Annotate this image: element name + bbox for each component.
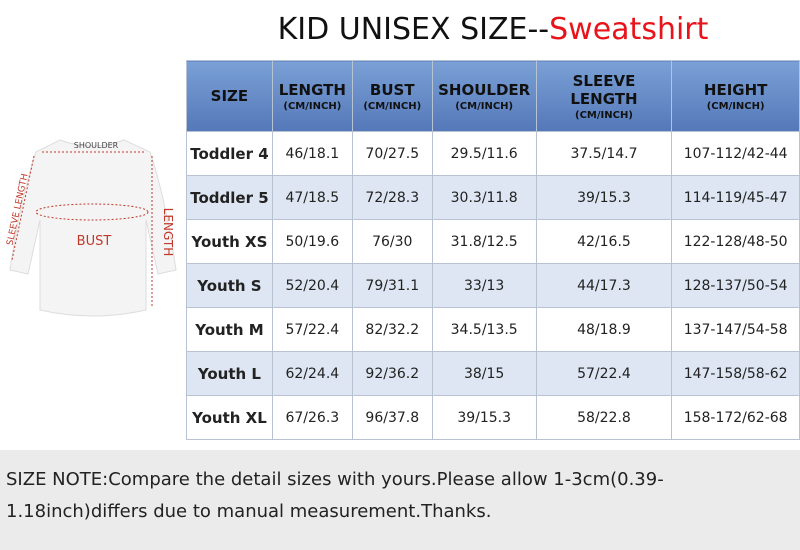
size-table: SIZE LENGTH (CM/INCH) BUST (CM/INCH) SHOULDER… [186,60,800,440]
table-row: Youth L 62/24.4 92/36.2 38/15 57/22.4 147-158… [186,351,800,396]
size-cell: Toddler 4 [186,131,273,176]
header-unit: (CM/INCH) [283,100,342,112]
value-cell: 50/19.6 [271,219,353,264]
note-line: 1.18inch)differs due to manual measureme… [6,501,492,522]
header-title: LENGTH [278,80,346,99]
value-cell: 67/26.3 [271,395,353,440]
header-cell: SIZE [186,60,273,132]
sweatshirt [9,139,177,317]
value-cell: 76/30 [351,219,433,264]
value-cell: 92/36.2 [351,351,433,396]
table-row: Toddler 4 46/18.1 70/27.5 29.5/11.6 37.5/14.… [186,131,800,176]
size-note: SIZE NOTE:Compare the detail sizes with … [0,450,800,550]
header-cell: HEIGHT (CM/INCH) [671,60,800,132]
value-cell: 128-137/50-54 [671,263,800,308]
size-cell: Youth XS [186,219,273,264]
size-cell: Youth L [186,351,273,396]
header-title: HEIGHT [703,80,768,99]
value-cell: 158-172/62-68 [671,395,800,440]
value-cell: 31.8/12.5 [431,219,537,264]
value-cell: 39/15.3 [431,395,537,440]
title-main: KID UNISEX SIZE-- [277,12,550,47]
value-cell: 47/18.5 [271,175,353,220]
value-cell: 34.5/13.5 [431,307,537,352]
size-cell: Youth S [186,263,273,308]
table-row: Toddler 5 47/18.5 72/28.3 30.3/11.8 39/15.3 1… [186,175,800,220]
size-cell: Youth XL [186,395,273,440]
value-cell: 39/15.3 [535,175,673,220]
header-title: BUST [369,80,415,99]
bust-line [35,203,149,221]
size-cell: Youth M [186,307,273,352]
value-cell: 79/31.1 [351,263,433,308]
value-cell: 37.5/14.7 [535,131,673,176]
header-title: SHOULDER [438,80,531,99]
value-cell: 122-128/48-50 [671,219,800,264]
table-row: Youth S 52/20.4 79/31.1 33/13 44/17.3 128-137… [186,263,800,308]
diagram: SHOULDER SLEEVE LENGTH BUST LENGTH [6,139,177,317]
value-cell: 62/24.4 [271,351,353,396]
note-line: SIZE NOTE:Compare the detail sizes with … [6,469,664,490]
value-cell: 114-119/45-47 [671,175,800,220]
header-title: SLEEVE LENGTH [570,71,638,108]
sleeve-line [11,155,35,261]
header-cell: LENGTH (CM/INCH) [271,60,353,132]
header-unit: (CM/INCH) [455,100,514,112]
value-cell: 30.3/11.8 [431,175,537,220]
value-cell: 52/20.4 [271,263,353,308]
header-unit: (CM/INCH) [575,109,633,121]
value-cell: 46/18.1 [271,131,353,176]
header-cell: SLEEVE LENGTH (CM/INCH) [535,60,673,132]
size-cell: Toddler 5 [186,175,273,220]
value-cell: 82/32.2 [351,307,433,352]
value-cell: 107-112/42-44 [671,131,800,176]
value-cell: 48/18.9 [535,307,673,352]
table-row: Youth XS 50/19.6 76/30 31.8/12.5 42/16.5 122-… [186,219,800,264]
length-label: LENGTH [161,208,175,256]
table-row: Youth M 57/22.4 82/32.2 34.5/13.5 48/18.9 137… [186,307,800,352]
value-cell: 33/13 [431,263,537,308]
header-unit: (CM/INCH) [363,100,422,112]
bust-label: BUST [77,234,112,249]
value-cell: 29.5/11.6 [431,131,537,176]
value-cell: 57/22.4 [271,307,353,352]
header-row: SIZE LENGTH (CM/INCH) BUST (CM/INCH) SHOULDER… [186,60,800,132]
value-cell: 57/22.4 [535,351,673,396]
header-unit: (CM/INCH) [706,100,765,112]
value-cell: 44/17.3 [535,263,673,308]
value-cell: 70/27.5 [351,131,433,176]
value-cell: 147-158/58-62 [671,351,800,396]
value-cell: 42/16.5 [535,219,673,264]
value-cell: 58/22.8 [535,395,673,440]
shoulder-label: SHOULDER [74,141,119,150]
title-accent: Sweatshirt [549,12,709,47]
table-row: Youth XL 67/26.3 96/37.8 39/15.3 58/22.8 158-… [186,395,800,440]
header-cell: BUST (CM/INCH) [351,60,433,132]
header-title: SIZE [210,87,249,105]
value-cell: 38/15 [431,351,537,396]
value-cell: 72/28.3 [351,175,433,220]
header-cell: SHOULDER (CM/INCH) [431,60,537,132]
value-cell: 96/37.8 [351,395,433,440]
value-cell: 137-147/54-58 [671,307,800,352]
title: KID UNISEX SIZE--Sweatshirt [186,0,800,60]
